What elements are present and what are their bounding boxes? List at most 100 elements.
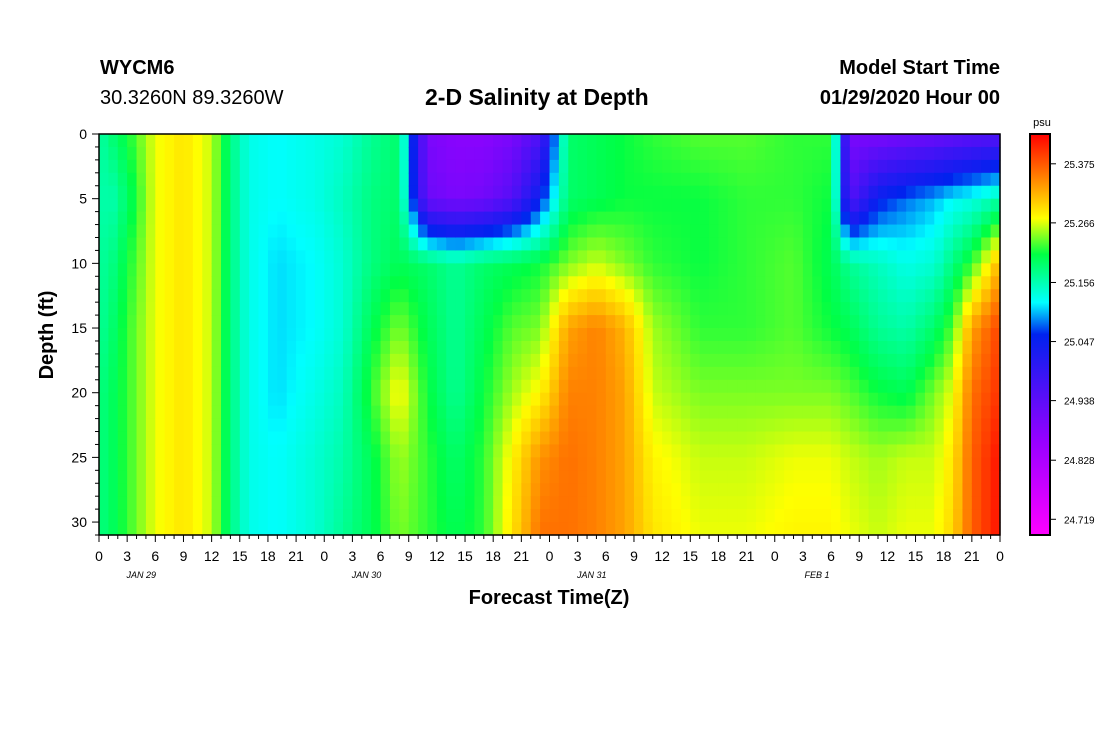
heatmap-cell [239,315,250,329]
heatmap-cell [296,146,307,161]
heatmap-cell [549,276,560,290]
heatmap-cell [746,224,757,239]
heatmap-cell [174,134,185,148]
heatmap-cell [267,289,278,303]
heatmap-cell [868,470,879,484]
heatmap-cell [596,276,607,290]
heatmap-cell [211,146,222,161]
heatmap-cell [755,328,766,342]
heatmap-cell [455,315,466,329]
heatmap-cell [596,392,607,407]
heatmap-cell [943,509,954,523]
heatmap-cell [192,366,203,381]
heatmap-cell [314,379,325,394]
heatmap-cell [502,250,513,264]
heatmap-cell [277,302,288,316]
heatmap-cell [408,522,419,536]
heatmap-cell [418,315,429,329]
heatmap-cell [99,418,109,433]
heatmap-cell [136,224,147,239]
heatmap-cell [633,289,644,303]
heatmap-cell [258,315,269,329]
heatmap-cell [812,340,823,355]
heatmap-cell [934,289,945,303]
heatmap-cell [380,185,391,200]
heatmap-cell [971,405,982,420]
heatmap-cell [558,470,569,484]
heatmap-cell [558,418,569,433]
heatmap-cell [117,315,128,329]
heatmap-cell [990,276,1001,290]
heatmap-cell [981,353,992,368]
heatmap-cell [568,224,579,239]
heatmap-cell [474,211,485,226]
heatmap-cell [164,302,175,316]
heatmap-cell [605,276,616,290]
heatmap-cell [662,366,673,381]
heatmap-cell [418,263,429,277]
heatmap-cell [361,483,372,497]
heatmap-cell [596,418,607,433]
heatmap-cell [108,457,119,471]
heatmap-cell [389,483,400,497]
heatmap-cell [737,198,748,213]
heatmap-cell [587,457,598,471]
heatmap-cell [662,302,673,316]
heatmap-cell [530,263,541,277]
heatmap-cell [314,353,325,368]
heatmap-cell [174,289,185,303]
heatmap-cell [680,250,691,264]
heatmap-cell [427,483,438,497]
heatmap-cell [877,496,888,510]
heatmap-cell [877,250,888,264]
heatmap-cell [521,470,532,484]
heatmap-cell [493,509,504,523]
heatmap-cell [587,431,598,446]
heatmap-cell [831,198,842,213]
heatmap-cell [408,405,419,420]
heatmap-cell [474,302,485,316]
heatmap-cell [446,263,457,277]
heatmap-cell [953,315,964,329]
heatmap-cell [230,392,241,407]
heatmap-cell [127,340,138,355]
heatmap-cell [511,224,522,239]
heatmap-cell [849,522,860,536]
heatmap-cell [127,418,138,433]
heatmap-cell [361,237,372,252]
heatmap-cell [727,146,738,161]
heatmap-cell [774,340,785,355]
heatmap-cell [615,263,626,277]
heatmap-cell [380,483,391,497]
heatmap-cell [746,418,757,433]
heatmap-cell [802,340,813,355]
heatmap-cell [971,496,982,510]
heatmap-cell [352,444,363,458]
heatmap-cell [314,392,325,407]
heatmap-cell [427,340,438,355]
heatmap-cell [314,289,325,303]
heatmap-cell [624,250,635,264]
heatmap-cell [399,405,410,420]
heatmap-cell [211,509,222,523]
heatmap-cell [258,379,269,394]
heatmap-cell [868,315,879,329]
heatmap-cell [117,237,128,252]
heatmap-cell [380,146,391,161]
heatmap-cell [389,211,400,226]
heatmap-cell [408,250,419,264]
heatmap-cell [493,353,504,368]
heatmap-cell [99,211,109,226]
heatmap-cell [765,509,776,523]
heatmap-cell [596,328,607,342]
heatmap-cell [652,470,663,484]
heatmap-cell [418,457,429,471]
heatmap-cell [737,237,748,252]
heatmap-cell [859,444,870,458]
heatmap-cell [662,315,673,329]
heatmap-cell [652,353,663,368]
heatmap-cell [239,198,250,213]
heatmap-cell [558,392,569,407]
heatmap-cell [333,483,344,497]
heatmap-cell [314,198,325,213]
